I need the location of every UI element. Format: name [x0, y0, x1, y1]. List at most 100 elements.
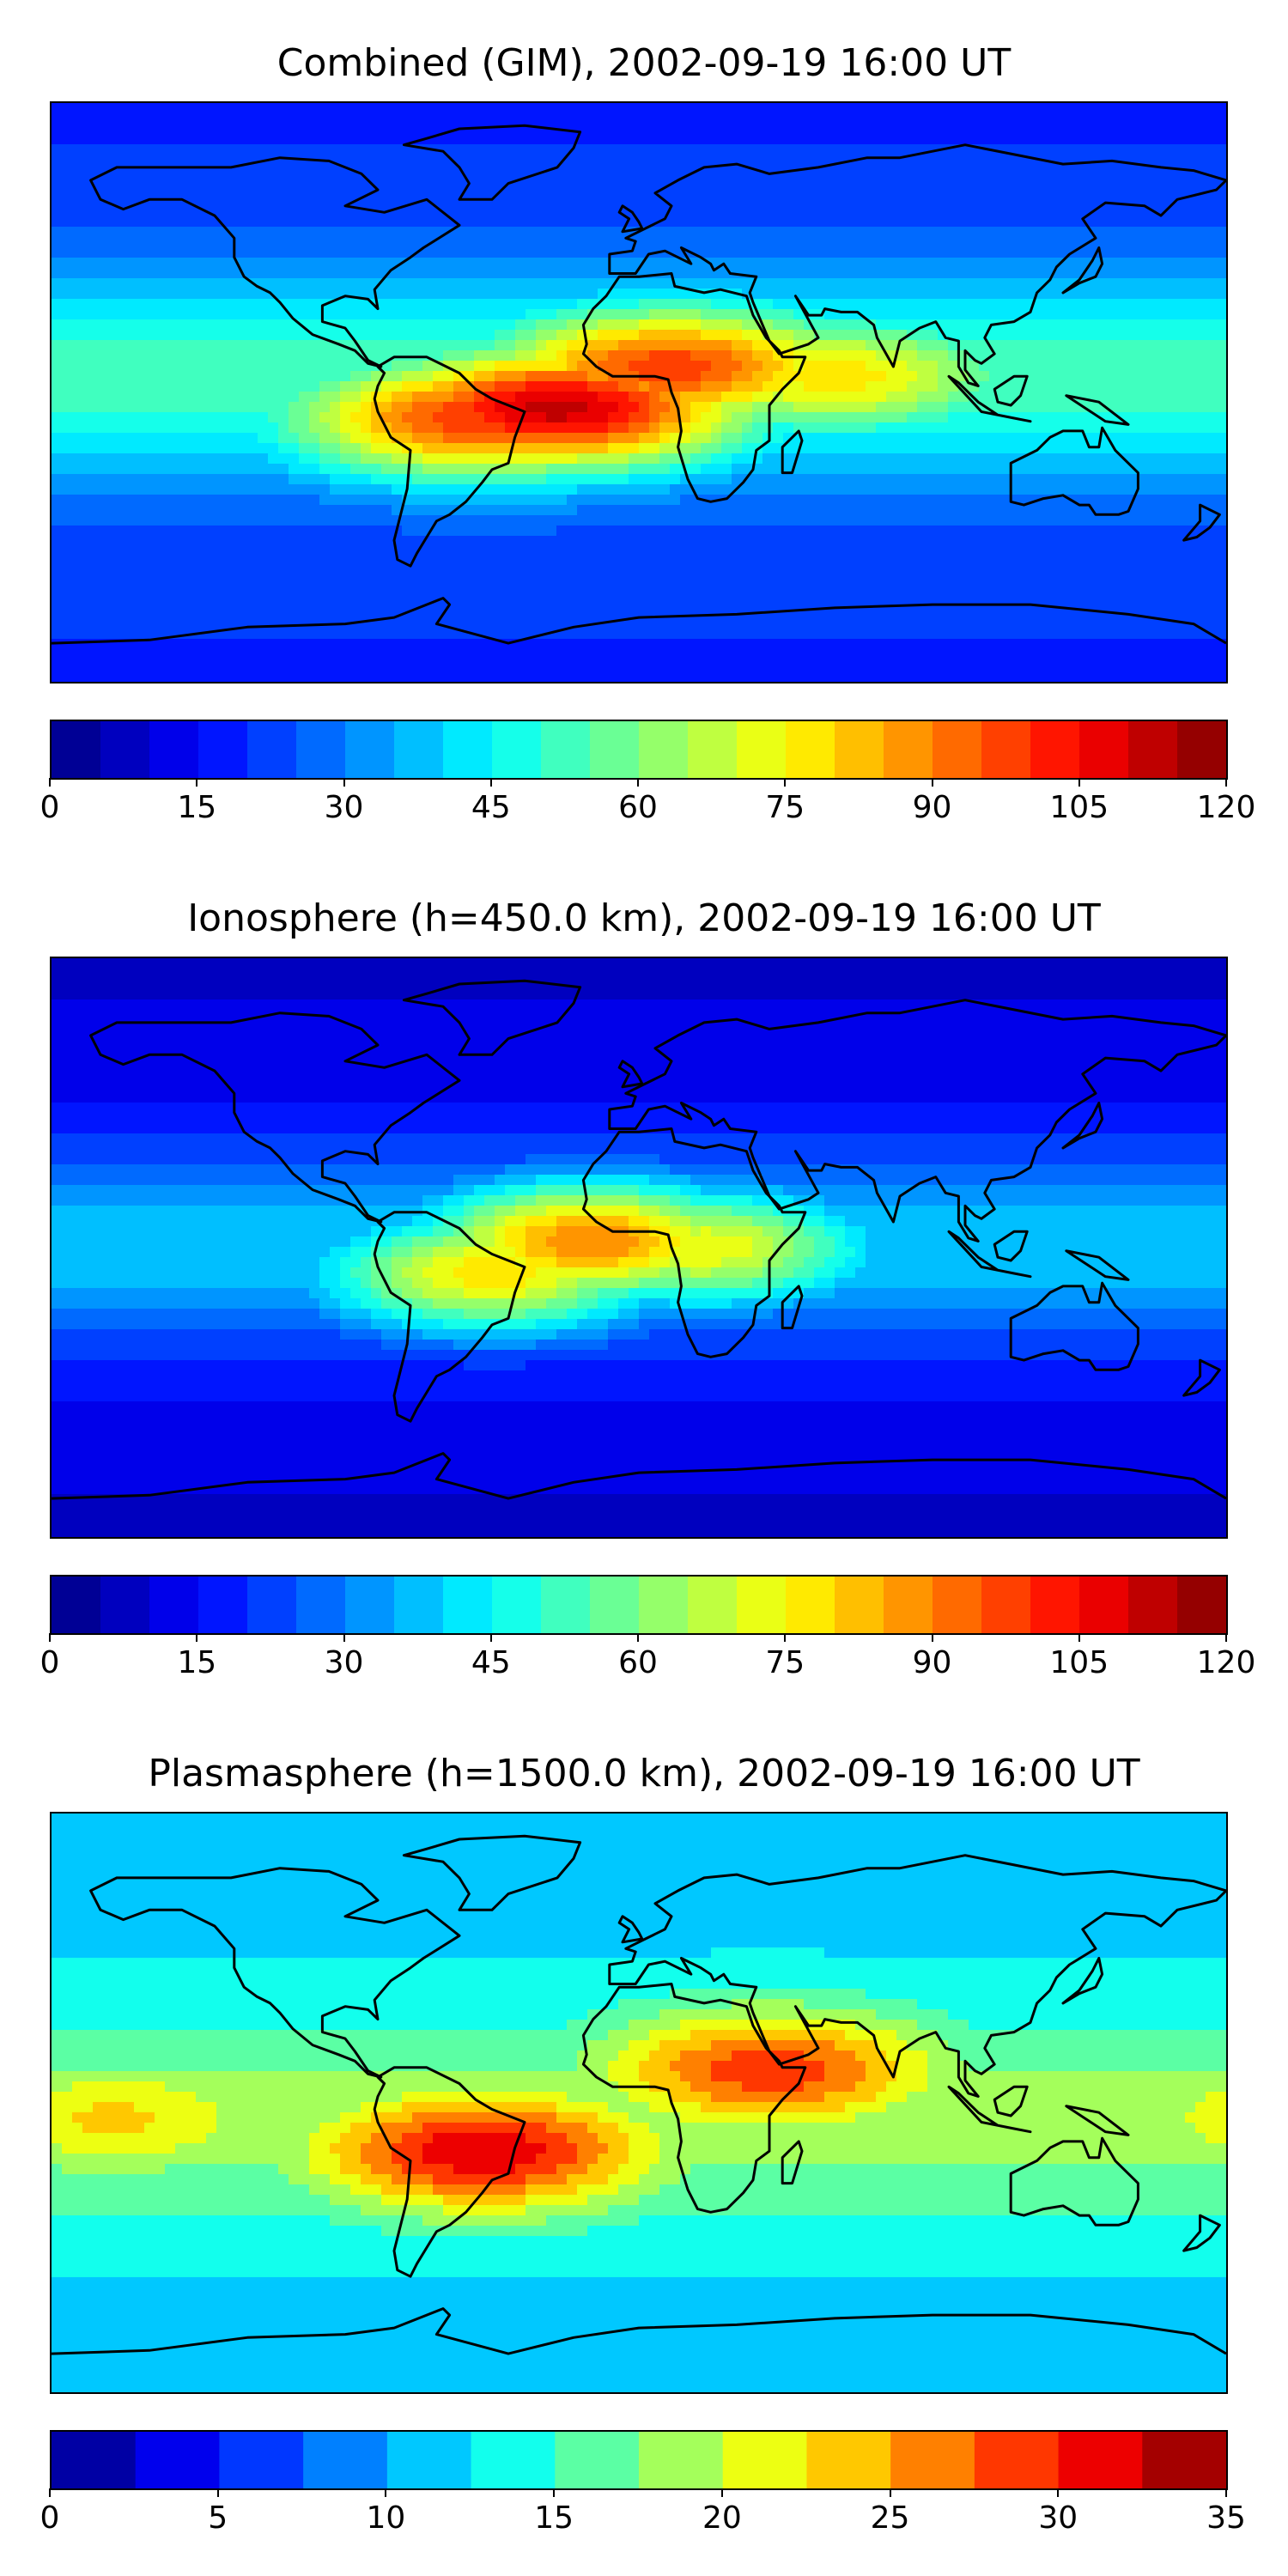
tec-cell	[690, 433, 702, 444]
tec-cell	[1020, 268, 1031, 279]
tec-cell	[866, 402, 877, 413]
tec-cell	[773, 289, 784, 300]
tec-cell	[845, 433, 856, 444]
tec-cell	[969, 247, 980, 258]
tec-cell	[886, 536, 897, 547]
tec-cell	[484, 206, 495, 217]
tec-cell	[989, 216, 1000, 228]
tec-cell	[732, 237, 743, 248]
tec-cell	[185, 206, 197, 217]
tec-cell	[93, 433, 104, 444]
tec-cell	[1144, 258, 1155, 269]
tec-cell	[474, 412, 485, 423]
tec-cell	[175, 453, 186, 465]
tec-cell	[392, 319, 403, 331]
tec-cell	[319, 443, 331, 454]
tec-cell	[1113, 278, 1124, 289]
tec-cell	[113, 495, 125, 506]
tec-cell	[1185, 268, 1196, 279]
tec-cell	[289, 443, 300, 454]
tec-cell	[907, 536, 918, 547]
tec-cell	[711, 144, 722, 155]
tec-cell	[979, 515, 990, 526]
tec-cell	[361, 144, 372, 155]
tec-cell	[938, 206, 949, 217]
tec-cell	[330, 453, 341, 465]
tec-cell	[526, 289, 537, 300]
tec-cell	[330, 175, 341, 186]
tec-cell	[319, 433, 331, 444]
tec-cell	[546, 309, 557, 320]
tec-cell	[546, 505, 557, 516]
tec-cell	[1103, 165, 1114, 176]
tec-cell	[804, 453, 815, 465]
tec-cell	[72, 268, 83, 279]
tec-cell	[1072, 196, 1083, 207]
tec-cell	[350, 453, 361, 465]
tec-cell	[1216, 453, 1226, 465]
tec-cell	[144, 495, 155, 506]
tec-cell	[969, 330, 980, 341]
tec-cell	[732, 526, 743, 537]
tec-cell	[1185, 247, 1196, 258]
tec-cell	[659, 515, 671, 526]
tec-cell	[505, 144, 516, 155]
tec-cell	[876, 196, 887, 207]
tec-cell	[680, 484, 691, 495]
tec-cell	[258, 422, 269, 434]
tec-cell	[938, 371, 949, 382]
tec-cell	[289, 299, 300, 310]
tec-cell	[948, 505, 959, 516]
tec-cell	[392, 350, 403, 361]
tec-cell	[206, 402, 217, 413]
tec-cell	[196, 495, 207, 506]
tec-cell	[752, 185, 763, 197]
tec-cell	[989, 134, 1000, 145]
tec-cell	[659, 381, 671, 392]
tec-cell	[175, 443, 186, 454]
tec-cell	[1082, 526, 1093, 537]
tec-cell	[371, 134, 382, 145]
tec-cell	[289, 216, 300, 228]
tec-cell	[618, 484, 629, 495]
tec-cell	[371, 175, 382, 186]
tec-cell	[938, 381, 949, 392]
tec-cell	[1144, 144, 1155, 155]
tec-cell	[1154, 330, 1165, 341]
tec-cell	[278, 412, 289, 423]
tec-cell	[1020, 536, 1031, 547]
tec-cell	[1092, 144, 1103, 155]
tec-cell	[278, 443, 289, 454]
tec-cell	[824, 495, 835, 506]
tec-cell	[1185, 155, 1196, 166]
tec-cell	[330, 381, 341, 392]
tec-cell	[330, 402, 341, 413]
tec-cell	[433, 268, 444, 279]
tec-cell	[185, 402, 197, 413]
tec-cell	[268, 422, 279, 434]
tec-cell	[402, 464, 413, 475]
tec-cell	[608, 103, 619, 114]
tec-cell	[1030, 474, 1042, 485]
tec-cell	[227, 309, 238, 320]
tec-cell	[227, 134, 238, 145]
tec-cell	[938, 155, 949, 166]
tec-cell	[1175, 474, 1186, 485]
tec-cell	[1216, 526, 1226, 537]
tec-cell	[639, 422, 650, 434]
tec-cell	[113, 402, 125, 413]
tec-cell	[876, 258, 887, 269]
tec-cell	[278, 361, 289, 372]
tec-cell	[124, 227, 135, 238]
tec-cell	[958, 237, 969, 248]
tec-cell	[144, 433, 155, 444]
tec-cell	[577, 484, 588, 495]
tec-cell	[608, 165, 619, 176]
tec-cell	[144, 237, 155, 248]
tec-cell	[1144, 155, 1155, 166]
tec-cell	[165, 319, 176, 331]
tec-cell	[268, 505, 279, 516]
tec-cell	[639, 392, 650, 403]
tec-cell	[443, 319, 454, 331]
tec-cell	[175, 216, 186, 228]
